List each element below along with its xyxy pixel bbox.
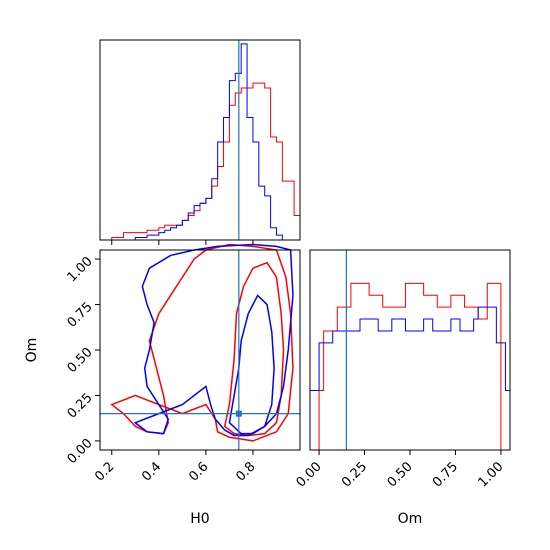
om-tick-label: 0.00 [294,459,325,490]
h0-hist-red-line [111,82,301,240]
om-y-tick-label: 0.25 [65,391,96,422]
contour-yticks: 0.00 0.25 0.50 0.75 1.00 [65,254,100,467]
h0-tick-label: 0.6 [186,459,211,484]
om-y-tick-label: 0.75 [65,300,96,331]
h0-histogram-panel [99,39,301,245]
y-axis-label-om: Om [24,338,40,363]
om-tick-label: 0.25 [339,459,370,490]
h0-tick-label: 0.4 [139,459,164,484]
x-axis-label-om: Om [398,511,423,527]
om-histogram-panel: 0.00 0.25 0.50 0.75 1.00 Om [294,249,511,527]
h0-hist-red-series [111,82,301,240]
h0-tick-label: 0.2 [92,459,117,484]
om-tick-label: 0.50 [385,459,416,490]
om-hist-red-series [310,282,510,451]
om-hist-blue-line [309,306,511,450]
contour-panel: 0.2 0.4 0.6 0.8 0.00 0.25 0.50 0.75 1.00 H0 Om [24,243,301,527]
contour-truth-marker [235,410,242,417]
h0-hist-blue-series [111,43,300,241]
h0-histogram-frame [99,39,301,241]
om-hist-red-line [310,282,510,451]
contour-xticks: 0.2 0.4 0.6 0.8 [92,450,259,485]
contour-red-level-1 [110,243,294,442]
om-histogram-frame [309,249,511,451]
om-y-tick-label: 0.00 [65,436,96,467]
contour-blue-series [133,243,294,437]
om-y-tick-label: 0.50 [65,345,96,376]
h0-tick-label: 0.8 [233,459,258,484]
om-y-tick-label: 1.00 [65,254,96,285]
contour-red-series [110,243,294,442]
contour-red-level-2 [223,261,285,437]
om-histogram-xticks: 0.00 0.25 0.50 0.75 1.00 [294,450,507,490]
x-axis-label-h0: H0 [190,511,209,527]
om-tick-label: 1.00 [475,459,506,490]
h0-hist-blue-line [111,43,300,241]
om-tick-label: 0.75 [430,459,461,490]
contour-blue-level-1 [133,243,294,437]
om-hist-blue-series [309,306,511,450]
